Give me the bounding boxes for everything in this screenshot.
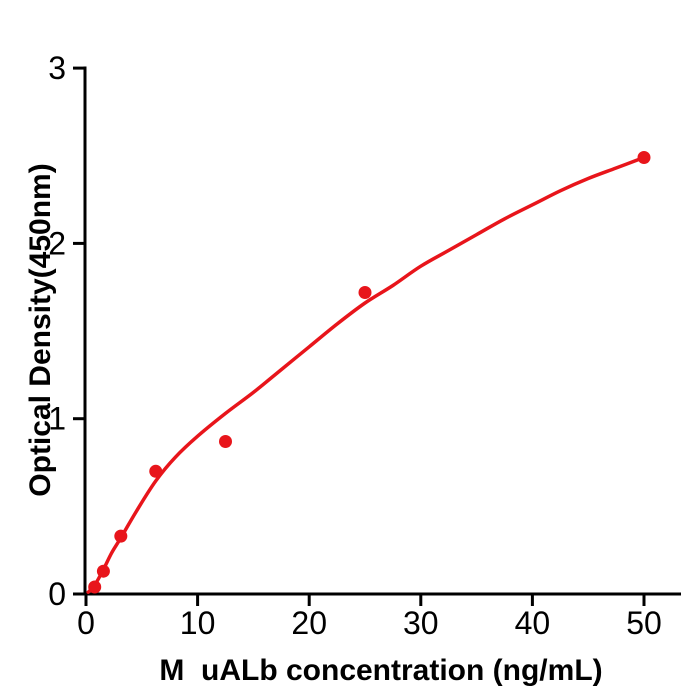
- fit-curve: [86, 155, 646, 594]
- x-tick-label: 0: [77, 605, 95, 641]
- data-point: [96, 564, 110, 578]
- x-tick-label: 30: [403, 605, 439, 641]
- x-tick-label: 10: [180, 605, 216, 641]
- data-point: [219, 434, 232, 448]
- y-tick-label: 3: [48, 50, 66, 86]
- x-tick-label: 50: [626, 605, 662, 641]
- x-tick-label: 20: [291, 605, 327, 641]
- x-axis-label: M uALb concentration (ng/mL): [159, 654, 603, 687]
- y-tick-label: 0: [48, 576, 66, 612]
- data-point: [88, 580, 102, 594]
- data-point: [637, 151, 651, 165]
- data-point: [149, 464, 163, 478]
- data-point: [114, 529, 128, 543]
- y-tick-label: 1: [48, 401, 66, 437]
- y-axis-label: Optical Density(450nm): [24, 163, 57, 497]
- y-tick-label: 2: [48, 225, 66, 261]
- x-tick-label: 40: [515, 605, 551, 641]
- data-point: [358, 285, 372, 299]
